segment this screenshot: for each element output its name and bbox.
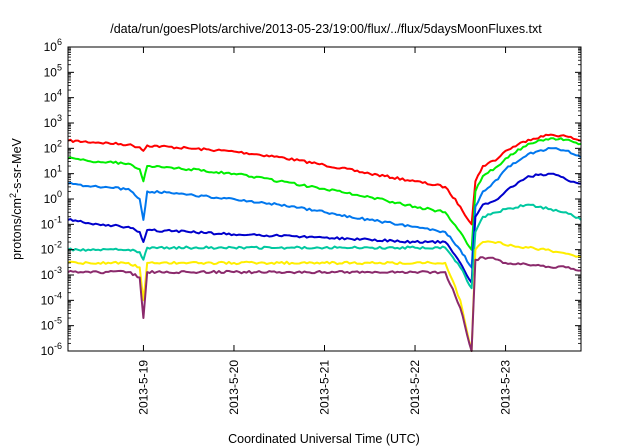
y-tick-label: 10-6 <box>41 341 62 358</box>
y-tick-label: 103 <box>44 113 62 130</box>
x-axis: 2013-5-19 2013-5-20 2013-5-21 2013-5-22 2013… <box>136 47 513 415</box>
y-tick-label: 10-1 <box>41 214 62 231</box>
series-line <box>67 133 582 226</box>
series-line <box>67 256 582 352</box>
y-tick-label: 10-2 <box>41 240 62 257</box>
x-tick-label: 2013-5-23 <box>499 360 513 415</box>
y-tick-label: 10-3 <box>41 265 62 282</box>
y-axis-title-suffix: -s-sr-MeV <box>10 137 24 193</box>
y-axis-title-prefix: protons/cm <box>10 198 24 260</box>
series-line <box>67 172 582 284</box>
y-tick-label: 105 <box>44 62 62 79</box>
series-line <box>67 203 582 290</box>
series-line <box>67 240 582 352</box>
chart-title: /data/run/goesPlots/archive/2013-05-23/1… <box>110 22 542 36</box>
y-axis-title: protons/cm2-s-sr-MeV <box>8 137 24 259</box>
y-axis: 10-6 10-5 10-4 10-3 10-2 10-1 100 101 102 103 104 1… <box>41 37 581 358</box>
x-tick-label: 2013-5-19 <box>136 360 150 415</box>
y-tick-label: 102 <box>44 138 62 155</box>
series-line <box>67 137 582 251</box>
series-layer <box>67 133 582 352</box>
series-line <box>67 147 582 269</box>
x-tick-label: 2013-5-21 <box>318 360 332 415</box>
x-tick-label: 2013-5-20 <box>227 360 241 415</box>
y-tick-label: 101 <box>44 164 62 181</box>
x-tick-label: 2013-5-22 <box>408 360 422 415</box>
y-axis-title-sup: 2 <box>8 193 18 198</box>
y-tick-label: 10-5 <box>41 316 62 333</box>
y-tick-label: 106 <box>44 37 62 54</box>
y-tick-label: 104 <box>44 88 62 105</box>
x-axis-title: Coordinated Universal Time (UTC) <box>228 432 420 446</box>
y-tick-label: 10-4 <box>41 290 62 307</box>
y-tick-label: 100 <box>44 189 62 206</box>
